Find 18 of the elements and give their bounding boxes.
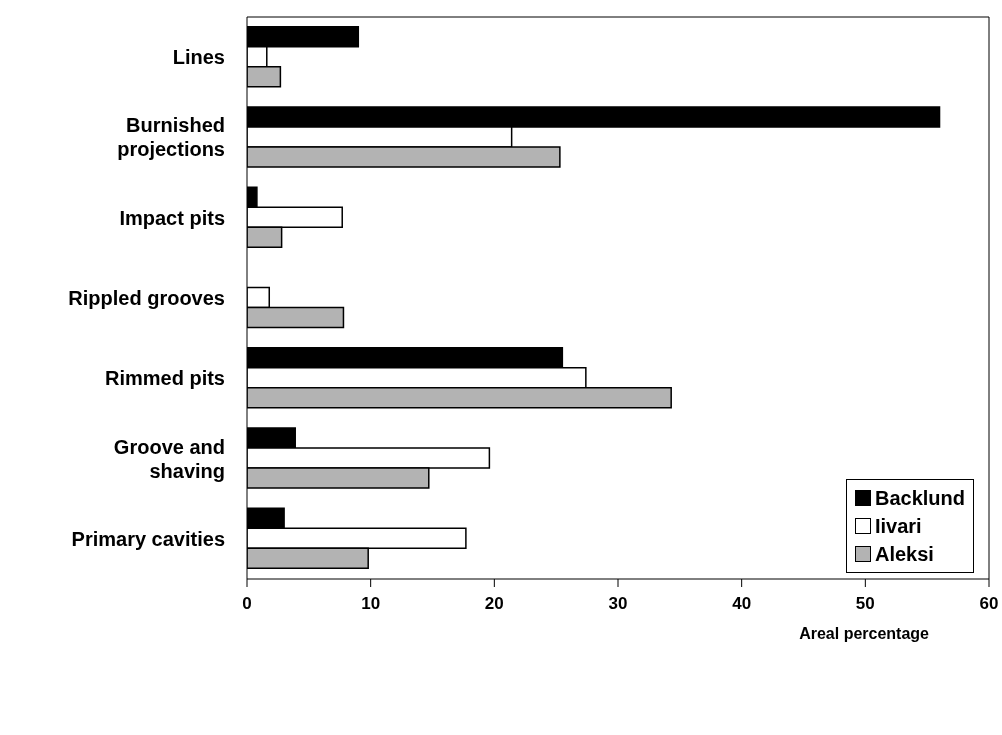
x-tick-label: 30 xyxy=(608,594,628,614)
y-tick-label: Rippled grooves xyxy=(68,287,225,309)
y-tick-label: Primary cavities xyxy=(71,527,225,550)
x-tick-label: 60 xyxy=(979,594,999,614)
x-axis-title: Areal percentage xyxy=(799,625,930,642)
legend-label: Aleksi xyxy=(874,542,934,566)
x-tick-label: 50 xyxy=(855,594,875,614)
x-tick-label: 40 xyxy=(732,594,752,614)
x-tick-label: 10 xyxy=(361,594,381,614)
legend-label: Iivari xyxy=(874,514,922,538)
x-tick-label: 20 xyxy=(484,594,504,614)
legend-label: Backlund xyxy=(874,486,965,510)
y-tick-label: Lines xyxy=(172,46,225,69)
y-tick-label: Burnished projections xyxy=(117,114,225,161)
y-tick-label: Rimmed pits xyxy=(104,367,225,390)
y-tick-label: Impact pits xyxy=(119,206,225,229)
y-tick-label: Groove and shaving xyxy=(113,435,225,482)
x-tick-label: 0 xyxy=(242,594,252,614)
